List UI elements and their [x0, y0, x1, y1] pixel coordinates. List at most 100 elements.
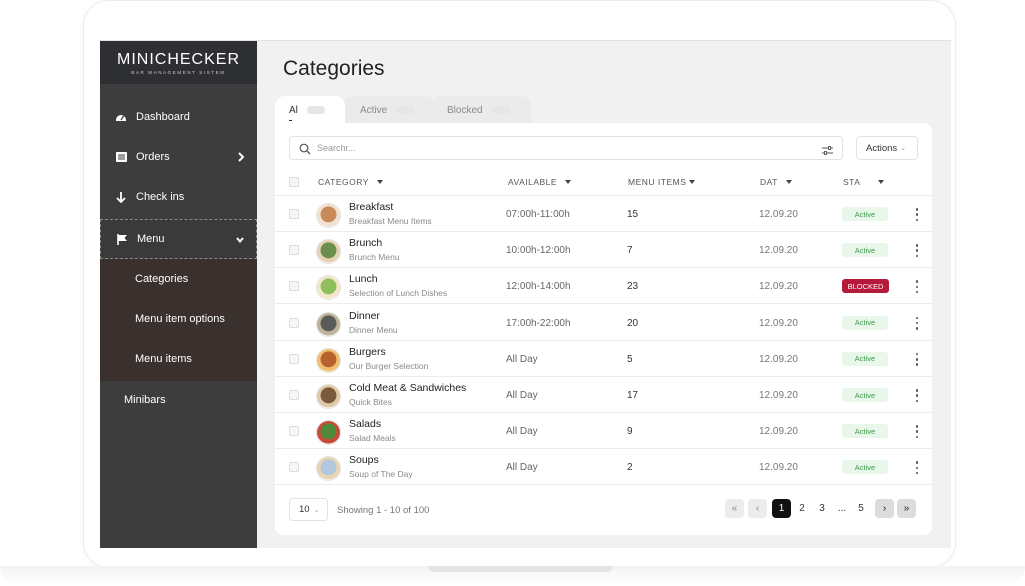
search-input[interactable]: Searchr... [289, 136, 843, 160]
menu-items-count: 20 [627, 317, 639, 329]
category-name[interactable]: Cold Meat & Sandwiches [349, 382, 467, 394]
header-available[interactable]: AVAILABLE [508, 177, 572, 187]
select-all-checkbox[interactable] [289, 177, 299, 187]
submenu-item-categories[interactable]: Categories [135, 273, 189, 285]
category-thumbnail [317, 348, 340, 372]
last-page-button[interactable]: » [897, 499, 916, 518]
more-options-icon[interactable] [914, 461, 920, 475]
category-name[interactable]: Dinner [349, 309, 380, 322]
row-checkbox[interactable] [289, 353, 299, 364]
prev-page-button[interactable]: ‹ [748, 499, 767, 518]
header-category[interactable]: CATEGORY [318, 177, 383, 187]
status-badge: Active [842, 460, 888, 475]
chevron-down-icon [235, 234, 245, 246]
category-name[interactable]: Breakfast [349, 201, 394, 213]
tab-active[interactable]: Active [343, 96, 435, 124]
header-status[interactable]: STA [843, 177, 885, 187]
more-options-icon[interactable] [914, 280, 920, 294]
category-name[interactable]: Soups [349, 454, 379, 467]
page-size-value: 10 [299, 504, 310, 515]
menu-submenu: Categories Menu item options Menu items [100, 259, 257, 381]
sidebar-item-dashboard[interactable]: Dashboard [100, 97, 257, 137]
header-label: MENU ITEMS [628, 177, 687, 187]
tab-blocked[interactable]: Blocked [431, 96, 531, 124]
app-screen: MINICHECKER BAR MANAGEMENT SISTEM Dashbo… [100, 41, 951, 548]
more-options-icon[interactable] [914, 389, 920, 402]
available-hours: All Day [506, 426, 538, 438]
tab-count-badge [306, 106, 325, 114]
menu-items-count: 9 [627, 426, 633, 438]
row-checkbox[interactable] [289, 390, 299, 400]
brand-logo[interactable]: MINICHECKER BAR MANAGEMENT SISTEM [100, 41, 257, 84]
category-name[interactable]: Brunch [349, 237, 383, 250]
more-options-icon[interactable] [914, 352, 920, 366]
row-checkbox[interactable] [289, 462, 299, 473]
sidebar-item-label: Check ins [136, 191, 185, 203]
tab-all[interactable]: Al [275, 96, 345, 124]
header-menu-items[interactable]: MENU ITEMS [628, 177, 696, 187]
date-value: 12.09.20 [759, 245, 798, 257]
available-hours: All Day [506, 462, 538, 474]
table-row[interactable]: Lunch Selection of Lunch Dishes 12:00h-14:… [275, 268, 932, 305]
header-label: STA [843, 177, 861, 187]
row-checkbox[interactable] [289, 281, 299, 292]
menu-items-count: 15 [627, 209, 639, 220]
sidebar-item-menu[interactable]: Menu [100, 219, 257, 259]
row-checkbox[interactable] [289, 209, 299, 219]
next-page-button[interactable]: › [875, 499, 894, 518]
date-value: 12.09.20 [759, 426, 798, 438]
category-description: Dinner Menu [349, 324, 398, 335]
table-footer: 10 ⌄ Showing 1 - 10 of 100 « ‹ 1 2 3 ... … [275, 498, 932, 528]
submenu-item-menu-items[interactable]: Menu items [135, 353, 192, 365]
chevron-right-icon [236, 151, 246, 163]
header-date[interactable]: DAT [760, 177, 792, 187]
sidebar-item-orders[interactable]: Orders [100, 137, 257, 177]
more-options-icon[interactable] [914, 208, 920, 221]
more-options-icon[interactable] [914, 316, 920, 330]
first-page-button[interactable]: « [725, 499, 744, 518]
sidebar-item-check-ins[interactable]: Check ins [100, 177, 257, 217]
chevron-down-icon: ⌄ [900, 145, 907, 152]
page-button-1[interactable]: 1 [772, 499, 791, 518]
menu-items-count: 23 [627, 281, 639, 293]
table-row[interactable]: Brunch Brunch Menu 10:00h-12:00h 7 12.09.20 A… [275, 232, 932, 269]
status-badge: Active [842, 243, 888, 258]
category-thumbnail [317, 421, 340, 445]
available-hours: 07:00h-11:00h [506, 209, 570, 220]
page-button-3[interactable]: 3 [819, 503, 825, 514]
page-size-select[interactable]: 10 ⌄ [289, 498, 328, 521]
table-row[interactable]: Cold Meat & Sandwiches Quick Bites All Day… [275, 377, 932, 413]
date-value: 12.09.20 [759, 209, 798, 220]
table-row[interactable]: Breakfast Breakfast Menu Items 07:00h-11:0… [275, 196, 932, 232]
menu-items-count: 5 [627, 353, 633, 365]
submenu-item-menu-item-options[interactable]: Menu item options [135, 313, 225, 325]
table-row[interactable]: Dinner Dinner Menu 17:00h-22:00h 20 12.09.20… [275, 305, 932, 341]
category-thumbnail [317, 312, 340, 336]
row-checkbox[interactable] [289, 317, 299, 328]
page-button-5[interactable]: 5 [858, 503, 864, 514]
page-button-2[interactable]: 2 [799, 503, 805, 514]
category-description: Our Burger Selection [349, 360, 429, 371]
category-name[interactable]: Salads [349, 418, 382, 431]
sidebar-item-label: Orders [136, 151, 170, 163]
laptop-base [0, 566, 1025, 586]
status-badge: Active [842, 424, 888, 439]
category-name[interactable]: Lunch [349, 273, 378, 286]
more-options-icon[interactable] [914, 244, 920, 258]
showing-count: Showing 1 - 10 of 100 [337, 505, 430, 516]
sidebar-item-minibars[interactable]: Minibars [124, 394, 166, 406]
row-checkbox[interactable] [289, 426, 299, 437]
table-row[interactable]: Salads Salad Meals All Day 9 12.09.20 Active [275, 413, 932, 450]
tab-count-badge [396, 106, 415, 114]
table-row[interactable]: Burgers Our Burger Selection All Day 5 12.09… [275, 341, 932, 377]
date-value: 12.09.20 [759, 281, 798, 293]
table-row[interactable]: Soups Soup of The Day All Day 2 12.09.20 Acti… [275, 449, 932, 486]
date-value: 12.09.20 [759, 462, 798, 474]
row-checkbox[interactable] [289, 245, 299, 256]
actions-dropdown[interactable]: Actions ⌄ [856, 136, 918, 160]
more-options-icon[interactable] [914, 425, 920, 439]
filter-sliders-icon[interactable] [822, 143, 833, 155]
category-name[interactable]: Burgers [349, 345, 386, 358]
search-icon [299, 142, 311, 155]
status-badge: BLOCKED [842, 279, 889, 294]
